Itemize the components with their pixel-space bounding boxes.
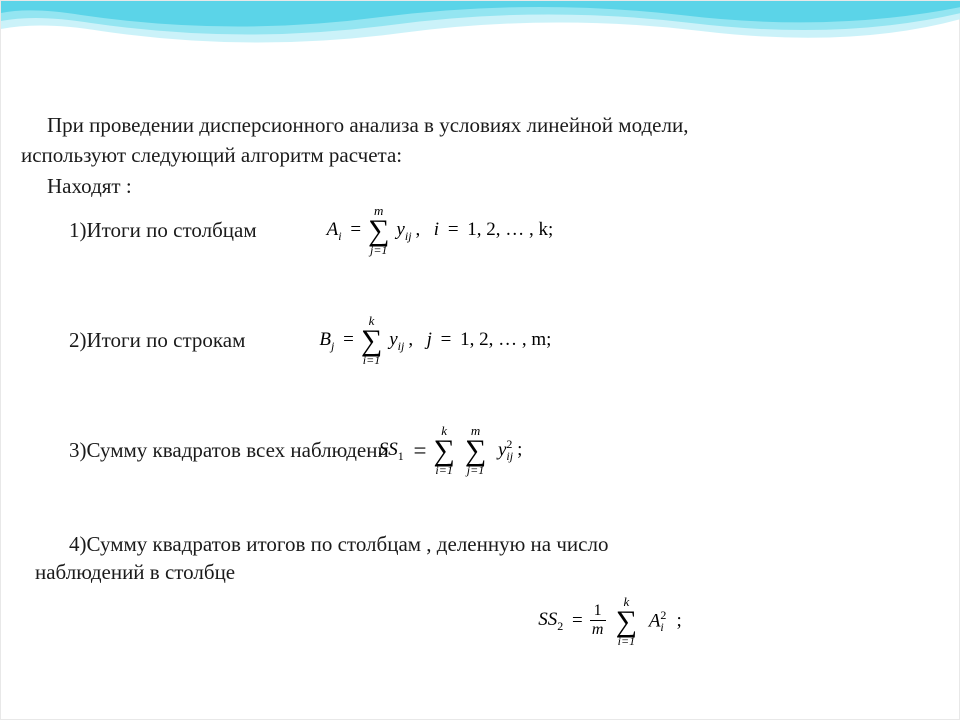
item-3-label: 3)Сумму квадратов всех наблюдени <box>69 436 389 464</box>
item-4-label-a: 4)Сумму квадратов итогов по столбцам , д… <box>21 530 939 558</box>
intro-line-2: используют следующий алгоритм расчета: <box>21 141 939 169</box>
intro-line-1: При проведении дисперсионного анализа в … <box>21 111 939 139</box>
item-2: 2)Итоги по строкам Bj = k ∑ i=1 yij , j … <box>21 314 939 366</box>
item-4-label-b: наблюдений в столбце <box>21 558 939 586</box>
formula-4: SS2 = 1 m k ∑ i=1 A2i ; <box>538 595 682 647</box>
item-1: 1)Итоги по столбцам Ai = m ∑ j=1 yij , i… <box>21 204 939 256</box>
item-1-label: 1)Итоги по столбцам <box>69 216 257 244</box>
item-3: 3)Сумму квадратов всех наблюдени SS1 = k… <box>21 424 939 476</box>
formula-3: SS1 = k ∑ i=1 m ∑ j=1 y2ij ; <box>379 424 523 476</box>
formula-1: Ai = m ∑ j=1 yij , i = 1, 2, … , k; <box>327 204 554 256</box>
slide-content: При проведении дисперсионного анализа в … <box>21 111 939 651</box>
item-2-label: 2)Итоги по строкам <box>69 326 245 354</box>
wave-decoration <box>1 1 960 71</box>
slide: При проведении дисперсионного анализа в … <box>0 0 960 720</box>
formula-2: Bj = k ∑ i=1 yij , j = 1, 2, … , m; <box>319 314 551 366</box>
item-4: 4)Сумму квадратов итогов по столбцам , д… <box>21 530 939 647</box>
find-label: Находят : <box>21 172 939 200</box>
